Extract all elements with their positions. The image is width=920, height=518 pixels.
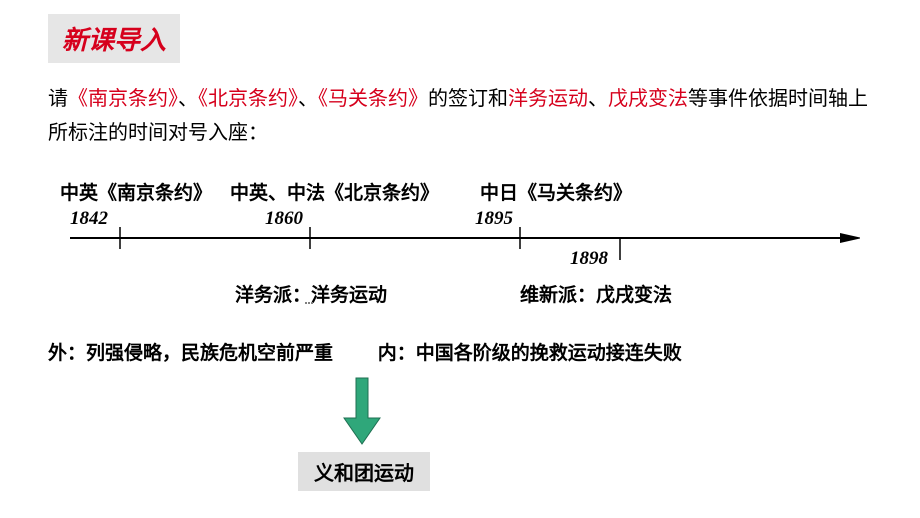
intro-seg: 请	[48, 88, 68, 110]
timeline: 1842中英《南京条约》1860中英、中法《北京条约》洋务派：洋务运动1895中…	[60, 178, 860, 318]
intro-seg: 、	[588, 88, 608, 110]
result-text: 义和团运动	[314, 463, 414, 485]
slide-marker-icon	[305, 294, 317, 300]
intro-event-yangwu: 洋务运动	[508, 88, 588, 110]
timeline-year: 1895	[475, 208, 513, 230]
arrow-down-icon	[342, 376, 382, 446]
timeline-year: 1842	[70, 208, 108, 230]
timeline-year: 1860	[265, 208, 303, 230]
section-title: 新课导入	[48, 14, 180, 63]
timeline-top-label: 中英、中法《北京条约》	[230, 178, 439, 205]
summary-row: 外：列强侵略，民族危机空前严重 内：中国各阶级的挽救运动接连失败	[48, 338, 880, 365]
timeline-top-label: 中英《南京条约》	[60, 178, 212, 205]
intro-treaty-beijing: 《北京条约》	[198, 88, 298, 110]
result-box: 义和团运动	[298, 452, 430, 491]
arrow-down-shape	[344, 378, 380, 444]
intro-seg: 、	[178, 88, 198, 110]
intro-event-wuxu: 戊戌变法	[608, 88, 688, 110]
summary-external: 外：列强侵略，民族危机空前严重	[48, 338, 333, 365]
summary-internal: 内：中国各阶级的挽救运动接连失败	[378, 338, 682, 365]
intro-seg: 、	[298, 88, 318, 110]
timeline-bottom-label: 维新派：戊戌变法	[520, 280, 672, 307]
intro-treaty-maguan: 《马关条约》	[318, 88, 428, 110]
timeline-year: 1898	[570, 248, 608, 270]
intro-treaty-nanjing: 《南京条约》	[68, 88, 178, 110]
section-title-text: 新课导入	[62, 26, 166, 55]
timeline-top-label: 中日《马关条约》	[480, 178, 632, 205]
intro-seg: 的签订和	[428, 88, 508, 110]
timeline-axis	[60, 223, 860, 283]
intro-paragraph: 请《南京条约》、《北京条约》、《马关条约》的签订和洋务运动、戊戌变法等事件依据时…	[48, 82, 880, 150]
